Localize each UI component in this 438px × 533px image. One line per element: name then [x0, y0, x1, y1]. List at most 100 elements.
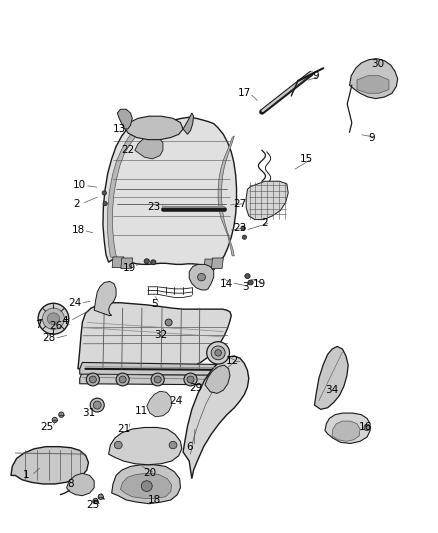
- Polygon shape: [205, 365, 230, 393]
- Polygon shape: [357, 76, 389, 93]
- Text: 15: 15: [300, 154, 313, 164]
- Text: 11: 11: [134, 407, 148, 416]
- Ellipse shape: [151, 373, 164, 386]
- Text: 19: 19: [123, 263, 136, 272]
- Polygon shape: [80, 362, 228, 375]
- Ellipse shape: [90, 398, 104, 412]
- Ellipse shape: [93, 401, 101, 409]
- Text: 13: 13: [113, 124, 126, 134]
- Polygon shape: [246, 181, 288, 220]
- Ellipse shape: [184, 373, 197, 386]
- Ellipse shape: [211, 376, 218, 383]
- Polygon shape: [103, 117, 237, 265]
- Ellipse shape: [198, 273, 205, 281]
- Polygon shape: [78, 303, 231, 370]
- Text: 22: 22: [121, 146, 134, 155]
- Text: 4: 4: [61, 316, 68, 326]
- Text: 23: 23: [148, 202, 161, 212]
- Ellipse shape: [364, 424, 370, 431]
- Polygon shape: [112, 465, 180, 504]
- Ellipse shape: [114, 441, 122, 449]
- Text: 2: 2: [261, 218, 268, 228]
- Ellipse shape: [47, 313, 60, 325]
- Polygon shape: [11, 447, 88, 484]
- Text: 16: 16: [359, 423, 372, 432]
- Text: 24: 24: [69, 298, 82, 308]
- Polygon shape: [350, 59, 398, 99]
- Ellipse shape: [241, 226, 245, 230]
- Text: 18: 18: [71, 225, 85, 235]
- Ellipse shape: [59, 412, 64, 417]
- Polygon shape: [189, 264, 214, 290]
- Polygon shape: [67, 473, 94, 496]
- Text: 6: 6: [186, 442, 193, 451]
- Ellipse shape: [169, 441, 177, 449]
- Text: 25: 25: [41, 423, 54, 432]
- Text: 9: 9: [368, 133, 375, 142]
- Polygon shape: [212, 258, 223, 269]
- Text: 20: 20: [143, 469, 156, 478]
- Polygon shape: [218, 136, 234, 256]
- Ellipse shape: [248, 280, 253, 285]
- Text: 31: 31: [82, 408, 95, 418]
- Ellipse shape: [42, 308, 64, 329]
- Text: 28: 28: [42, 334, 56, 343]
- Text: 25: 25: [86, 500, 99, 510]
- Polygon shape: [94, 281, 116, 316]
- Polygon shape: [80, 372, 228, 385]
- Ellipse shape: [187, 376, 194, 383]
- Ellipse shape: [215, 350, 221, 356]
- Text: 24: 24: [170, 396, 183, 406]
- Ellipse shape: [119, 376, 126, 383]
- Text: 9: 9: [312, 71, 319, 80]
- Polygon shape: [314, 346, 348, 409]
- Polygon shape: [204, 259, 216, 270]
- Text: 3: 3: [242, 282, 249, 292]
- Polygon shape: [121, 258, 133, 269]
- Polygon shape: [112, 257, 124, 268]
- Text: 7: 7: [35, 320, 42, 330]
- Text: 17: 17: [238, 88, 251, 98]
- Polygon shape: [183, 356, 249, 479]
- Text: 10: 10: [73, 181, 86, 190]
- Text: 5: 5: [151, 299, 158, 309]
- Ellipse shape: [86, 373, 99, 386]
- Polygon shape: [135, 136, 163, 159]
- Ellipse shape: [207, 342, 230, 364]
- Polygon shape: [125, 116, 183, 140]
- Text: 34: 34: [325, 385, 339, 395]
- Polygon shape: [183, 113, 194, 134]
- Ellipse shape: [245, 274, 250, 279]
- Text: 29: 29: [190, 383, 203, 393]
- Ellipse shape: [208, 373, 221, 386]
- Text: 27: 27: [233, 199, 247, 208]
- Ellipse shape: [242, 235, 247, 239]
- Text: 23: 23: [233, 223, 247, 233]
- Ellipse shape: [151, 260, 156, 265]
- Ellipse shape: [154, 376, 161, 383]
- Ellipse shape: [211, 346, 225, 360]
- Ellipse shape: [93, 498, 98, 504]
- Polygon shape: [332, 421, 360, 441]
- Text: 21: 21: [117, 424, 130, 434]
- Polygon shape: [117, 109, 132, 129]
- Ellipse shape: [144, 259, 149, 264]
- Text: 32: 32: [155, 330, 168, 340]
- Ellipse shape: [98, 494, 103, 499]
- Polygon shape: [109, 427, 182, 465]
- Text: 8: 8: [67, 479, 74, 489]
- Text: 19: 19: [253, 279, 266, 288]
- Ellipse shape: [103, 201, 107, 206]
- Text: 14: 14: [220, 279, 233, 288]
- Ellipse shape: [38, 303, 69, 334]
- Ellipse shape: [52, 417, 57, 423]
- Text: 18: 18: [148, 495, 161, 505]
- Text: 2: 2: [73, 199, 80, 208]
- Ellipse shape: [165, 319, 172, 326]
- Text: 30: 30: [371, 59, 384, 69]
- Text: 1: 1: [23, 471, 30, 480]
- Ellipse shape: [89, 376, 96, 383]
- Polygon shape: [107, 129, 141, 259]
- Polygon shape: [325, 413, 370, 443]
- Ellipse shape: [102, 191, 106, 195]
